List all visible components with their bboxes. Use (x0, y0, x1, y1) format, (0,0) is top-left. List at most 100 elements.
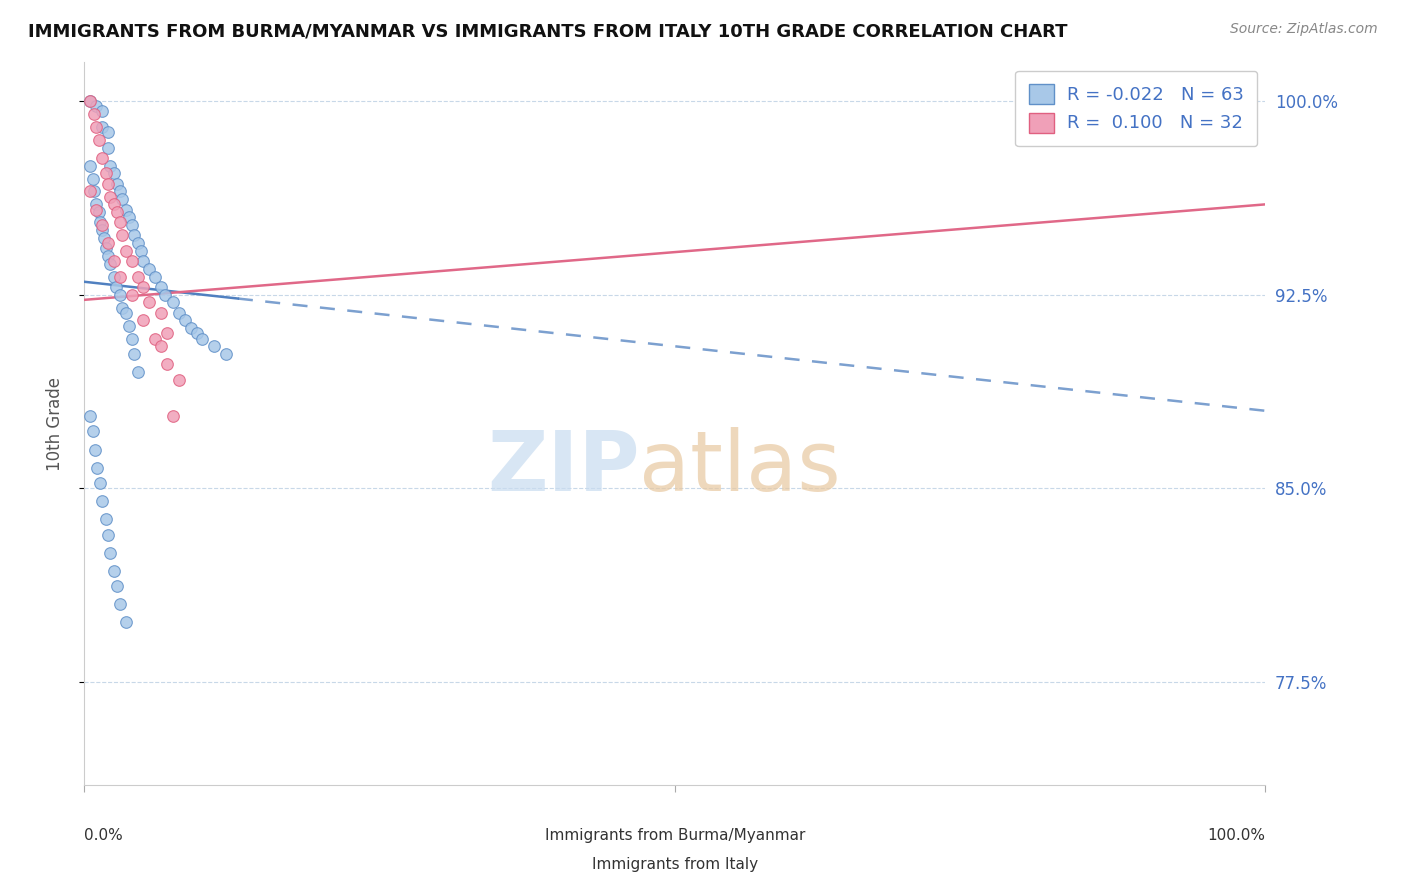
Point (118, 318, 141, 333)
Point (103, 564, 125, 578)
Point (82, 171, 104, 186)
Point (91, 104, 114, 119)
Point (93, 231, 115, 245)
Point (84, 99, 107, 113)
Point (111, 301, 134, 315)
Point (87, 205, 110, 219)
Point (82, 425, 104, 439)
Point (86, 460, 108, 475)
Point (91, 494, 114, 508)
Text: Source: ZipAtlas.com: Source: ZipAtlas.com (1230, 22, 1378, 37)
Point (153, 287, 176, 301)
Point (79, 185, 101, 199)
Point (94, 241, 117, 255)
Point (79, 159, 101, 173)
Point (107, 579, 129, 593)
Text: atlas: atlas (640, 426, 841, 508)
Y-axis label: 10th Grade: 10th Grade (45, 376, 63, 471)
Point (84, 197, 107, 211)
Point (97, 527, 120, 541)
Point (202, 339, 225, 353)
Point (122, 228, 145, 243)
Point (162, 295, 184, 310)
Legend: R = -0.022   N = 63, R =  0.100   N = 32: R = -0.022 N = 63, R = 0.100 N = 32 (1015, 70, 1257, 146)
Point (122, 347, 145, 361)
Point (215, 347, 238, 361)
Point (103, 197, 125, 211)
Point (84, 202, 107, 217)
Point (114, 615, 136, 630)
Point (91, 218, 114, 232)
Point (167, 306, 190, 320)
Point (107, 205, 129, 219)
Point (97, 177, 120, 191)
Point (186, 326, 208, 341)
Point (108, 269, 131, 284)
Point (83, 185, 105, 199)
Point (108, 287, 131, 301)
Point (150, 339, 173, 353)
Text: Immigrants from Italy: Immigrants from Italy (592, 857, 758, 872)
Point (103, 269, 125, 284)
Point (84, 442, 107, 457)
Text: IMMIGRANTS FROM BURMA/MYANMAR VS IMMIGRANTS FROM ITALY 10TH GRADE CORRELATION CH: IMMIGRANTS FROM BURMA/MYANMAR VS IMMIGRA… (28, 22, 1067, 40)
Point (87, 133, 110, 147)
Point (114, 306, 136, 320)
Point (79, 94, 101, 108)
Point (79, 409, 101, 423)
Point (173, 313, 195, 327)
Point (108, 185, 131, 199)
Point (98, 189, 121, 203)
Point (114, 244, 136, 258)
Point (150, 306, 173, 320)
Point (105, 280, 128, 294)
Point (143, 269, 166, 284)
Point (121, 287, 143, 301)
Point (108, 598, 131, 612)
Point (89, 476, 111, 491)
Point (150, 280, 173, 294)
Point (180, 321, 202, 335)
Point (132, 280, 155, 294)
Point (94, 166, 117, 180)
Point (143, 332, 166, 346)
Point (121, 254, 143, 268)
Point (132, 313, 155, 327)
Point (127, 269, 149, 284)
Text: ZIP: ZIP (486, 426, 640, 508)
Point (162, 409, 184, 423)
Point (98, 159, 121, 173)
Point (103, 166, 125, 180)
Point (191, 332, 214, 346)
Point (138, 261, 160, 276)
Point (111, 192, 134, 206)
Point (167, 373, 190, 387)
Point (107, 177, 129, 191)
Point (83, 107, 105, 121)
Point (127, 365, 149, 379)
Point (97, 249, 120, 263)
Point (89, 215, 111, 229)
Point (156, 357, 179, 371)
Point (121, 332, 143, 346)
Point (129, 244, 152, 258)
Point (118, 211, 141, 225)
Point (121, 218, 143, 232)
Point (84, 120, 107, 134)
Point (91, 223, 114, 237)
Point (132, 254, 155, 268)
Point (111, 228, 134, 243)
Point (91, 151, 114, 165)
Point (98, 546, 121, 560)
Point (103, 254, 125, 268)
Point (97, 125, 120, 139)
Point (91, 120, 114, 134)
Point (138, 295, 160, 310)
Point (156, 326, 179, 341)
Point (97, 235, 120, 250)
Point (79, 94, 101, 108)
Point (97, 140, 120, 154)
Point (127, 235, 149, 250)
Text: 100.0%: 100.0% (1208, 829, 1265, 843)
Point (98, 257, 121, 271)
